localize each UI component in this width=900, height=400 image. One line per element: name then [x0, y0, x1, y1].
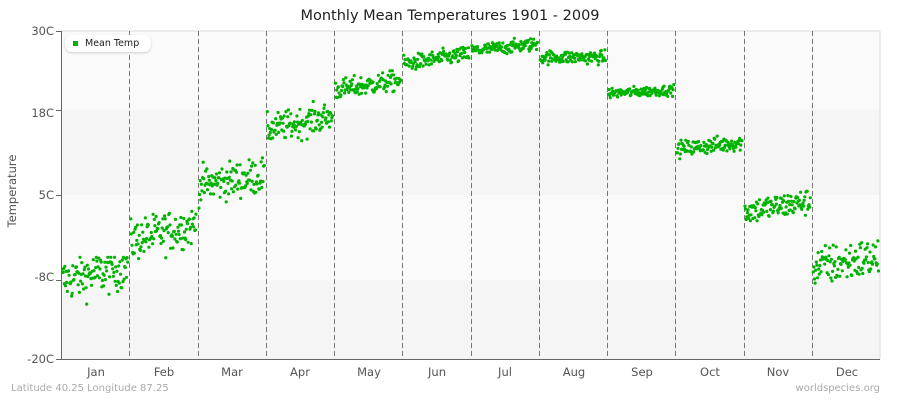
y-tick-18: 18C [31, 106, 54, 120]
y-tick-30: 30C [31, 24, 54, 38]
y-tick-5: 5C [38, 188, 54, 202]
footer-coordinates: Latitude 40.25 Longitude 87.25 [11, 383, 169, 394]
x-tick-jul: Jul [498, 365, 512, 379]
y-tick-neg8: -8C [34, 270, 55, 284]
x-tick-aug: Aug [562, 365, 586, 379]
x-tick-oct: Oct [700, 365, 720, 379]
y-tick-neg20: -20C [27, 352, 54, 366]
x-tick-mar: Mar [221, 365, 243, 379]
legend-swatch-icon [73, 41, 78, 46]
x-tick-apr: Apr [290, 365, 310, 379]
x-tick-feb: Feb [153, 365, 175, 379]
chart-title: Monthly Mean Temperatures 1901 - 2009 [300, 8, 600, 24]
x-tick-jan: Jan [87, 365, 105, 379]
footer-source: worldspecies.org [795, 383, 880, 394]
x-tick-nov: Nov [766, 365, 790, 379]
legend: Mean Temp [65, 35, 152, 52]
x-tick-dec: Dec [835, 365, 859, 379]
x-tick-may: May [357, 365, 381, 379]
x-tick-sep: Sep [631, 365, 653, 379]
legend-label-mean-temp: Mean Temp [85, 38, 140, 49]
x-tick-jun: Jun [428, 365, 446, 379]
